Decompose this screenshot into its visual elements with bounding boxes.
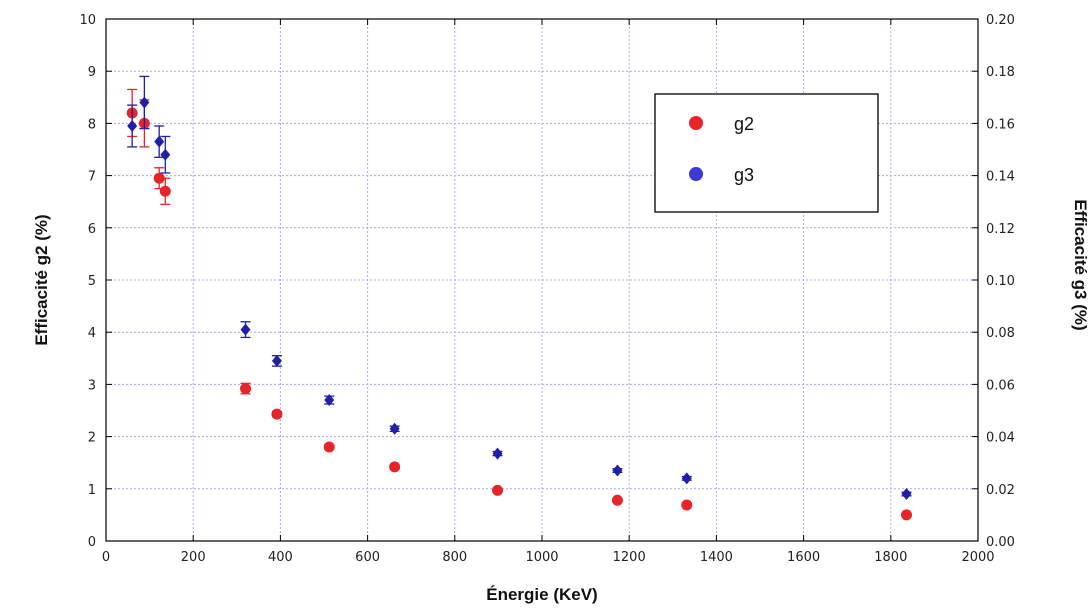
data-point-g2 — [900, 509, 912, 521]
legend: g2 g3 — [654, 93, 879, 213]
y-right-tick-label: 0.10 — [986, 274, 1015, 289]
data-point-g3 — [901, 488, 912, 501]
y-right-tick-label: 0.20 — [986, 13, 1015, 28]
x-tick-label: 2000 — [961, 550, 994, 565]
data-point-g3 — [612, 464, 623, 477]
data-point-g3 — [324, 394, 335, 407]
x-tick-label: 1800 — [874, 550, 907, 565]
data-point-g3 — [127, 120, 138, 133]
y-right-tick-label: 0.12 — [986, 222, 1015, 237]
y-left-tick-label: 0 — [88, 535, 96, 550]
data-point-g3 — [271, 354, 282, 367]
y-right-tick-label: 0.14 — [986, 170, 1015, 185]
y-right-tick-label: 0.00 — [986, 535, 1015, 550]
x-axis-title: Énergie (KeV) — [486, 585, 597, 604]
data-point-g3 — [139, 96, 150, 109]
y-left-tick-label: 9 — [88, 65, 96, 80]
y-right-tick-label: 0.02 — [986, 483, 1015, 498]
x-tick-label: 400 — [268, 550, 293, 565]
legend-label-g3: g3 — [734, 165, 754, 185]
data-point-g3 — [389, 422, 400, 435]
legend-box — [654, 93, 879, 213]
data-point-g2 — [323, 441, 335, 453]
x-tick-label: 1600 — [787, 550, 820, 565]
y-left-tick-label: 8 — [88, 117, 96, 132]
data-point-g3 — [160, 148, 171, 161]
y-right-tick-label: 0.08 — [986, 326, 1015, 341]
data-point-g2 — [271, 408, 283, 420]
data-point-g3 — [492, 447, 503, 460]
grid — [106, 19, 978, 541]
y-right-tick-label: 0.16 — [986, 117, 1015, 132]
data-marks — [126, 75, 912, 521]
y-left-tick-label: 6 — [88, 222, 96, 237]
left-y-axis-title: Efficacité g2 (%) — [32, 214, 51, 345]
y-left-tick-label: 10 — [79, 13, 96, 28]
y-left-tick-label: 2 — [88, 431, 96, 446]
legend-marker-g3 — [689, 167, 703, 181]
right-y-axis-title: Efficacité g3 (%) — [1071, 199, 1090, 330]
y-left-tick-label: 7 — [88, 170, 96, 185]
legend-marker-g2 — [689, 116, 703, 130]
data-point-g2 — [492, 484, 504, 496]
y-left-tick-label: 1 — [88, 483, 96, 498]
x-tick-label: 1400 — [700, 550, 733, 565]
axis-ticks: 0 200 400 600 800 1000 1200 1400 1600 1800 2000 0 0.… — [79, 13, 1015, 565]
x-tick-label: 1200 — [613, 550, 646, 565]
y-right-tick-label: 0.18 — [986, 65, 1015, 80]
data-point-g2 — [681, 499, 693, 511]
x-tick-label: 1000 — [525, 550, 558, 565]
data-point-g2 — [153, 172, 165, 184]
x-tick-label: 200 — [181, 550, 206, 565]
data-point-g2 — [611, 494, 623, 506]
y-left-tick-label: 4 — [88, 326, 96, 341]
data-point-g2 — [389, 461, 401, 473]
y-right-tick-label: 0.06 — [986, 378, 1015, 393]
data-point-g2 — [240, 383, 252, 395]
y-left-tick-label: 3 — [88, 378, 96, 393]
data-point-g2 — [159, 185, 171, 197]
data-point-g3 — [154, 135, 165, 148]
legend-label-g2: g2 — [734, 114, 754, 134]
x-tick-label: 800 — [442, 550, 467, 565]
x-tick-label: 600 — [355, 550, 380, 565]
x-tick-label: 0 — [102, 550, 110, 565]
data-point-g3 — [240, 323, 251, 336]
y-left-tick-label: 5 — [88, 274, 96, 289]
y-right-tick-label: 0.04 — [986, 431, 1015, 446]
data-point-g3 — [681, 472, 692, 485]
